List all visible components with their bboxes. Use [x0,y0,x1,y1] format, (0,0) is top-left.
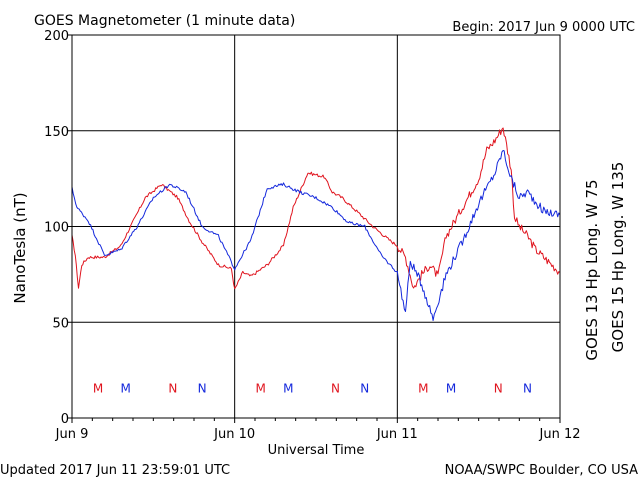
plot-frame [71,34,561,419]
noon-marker: N [168,381,177,395]
legend-goes13: GOES 13 Hp Long. W 75 [583,179,601,360]
x-tick-label: Jun 12 [539,427,581,442]
legend-goes15: GOES 15 Hp Long. W 135 [609,162,627,353]
noon-marker: N [198,381,207,395]
grid-lines [72,35,560,418]
y-tick-label: 150 [44,125,69,140]
midnight-marker: M [256,381,266,395]
x-tick-label: Jun 11 [376,427,418,442]
noon-marker: N [360,381,369,395]
noon-marker: N [523,381,532,395]
credit-label: NOAA/SWPC Boulder, CO USA [445,463,638,478]
y-tick-label: 0 [61,412,69,427]
midnight-marker: M [283,381,293,395]
midnight-marker: M [93,381,103,395]
x-tick-label: Jun 9 [55,427,89,442]
y-tick-label: 200 [44,29,69,44]
y-tick-label: 100 [44,221,69,236]
noon-marker: N [494,381,503,395]
chart-title: GOES Magnetometer (1 minute data) [34,13,295,29]
series-line-goes15 [71,150,561,321]
x-tick-label: Jun 10 [213,427,255,442]
series-line-goes13 [71,127,561,290]
axis-ticks: 0 50 100 150 200 Jun 9 Jun 10 Jun 11 Jun 12 [44,29,580,442]
midnight-marker: M [446,381,456,395]
series-group [71,127,561,321]
noon-marker: N [331,381,340,395]
begin-label: Begin: 2017 Jun 9 0000 UTC [452,20,635,35]
x-axis-label: Universal Time [268,443,365,458]
y-axis-label: NanoTesla (nT) [11,192,29,303]
updated-label: Updated 2017 Jun 11 23:59:01 UTC [0,463,230,478]
midnight-marker: M [121,381,131,395]
midnight-marker: M [418,381,428,395]
y-tick-label: 50 [52,316,69,331]
